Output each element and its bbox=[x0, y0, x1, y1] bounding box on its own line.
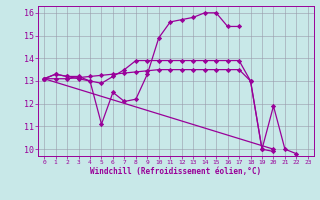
X-axis label: Windchill (Refroidissement éolien,°C): Windchill (Refroidissement éolien,°C) bbox=[91, 167, 261, 176]
